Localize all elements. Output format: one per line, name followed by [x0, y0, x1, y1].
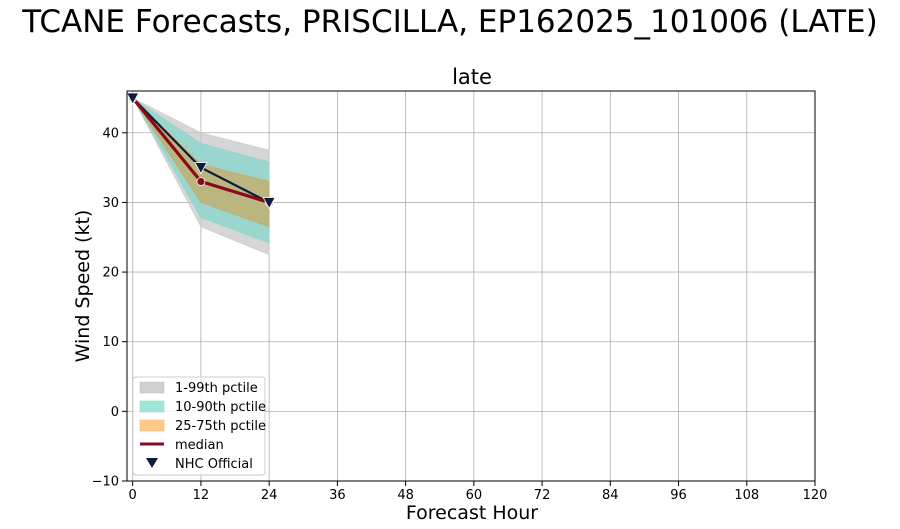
nhc-official-point	[262, 197, 276, 210]
x-tick-label: 36	[329, 488, 346, 503]
x-tick-label: 48	[397, 488, 414, 503]
x-axis-ticks: 0 12 24 36 48 60 72 84 96 108 120	[129, 481, 828, 503]
legend-label-1-99: 1-99th pctile	[175, 381, 258, 396]
x-tick-label: 0	[129, 488, 137, 503]
y-tick-label: 10	[102, 335, 119, 350]
legend-label-25-75: 25-75th pctile	[175, 419, 266, 434]
legend-label-median: median	[175, 438, 224, 453]
legend-label-nhc: NHC Official	[175, 457, 253, 472]
plot-frame	[126, 90, 816, 482]
y-tick-label: 20	[102, 266, 119, 281]
x-tick-label: 96	[670, 488, 687, 503]
y-axis-ticks: −10 0 10 20 30 40	[92, 126, 127, 490]
legend-swatch-1-99	[139, 381, 165, 394]
series-markers	[126, 92, 276, 210]
y-axis-label: Wind Speed (kt)	[72, 210, 94, 363]
x-tick-label: 72	[534, 488, 551, 503]
axes-title: late	[452, 65, 492, 89]
x-tick-label: 108	[734, 488, 759, 503]
nhc-official-point	[126, 92, 140, 105]
x-tick-label: 24	[261, 488, 278, 503]
x-tick-label: 120	[803, 488, 828, 503]
legend-swatch-10-90	[139, 400, 165, 413]
x-tick-label: 60	[466, 488, 483, 503]
y-tick-label: −10	[92, 475, 119, 490]
legend: 1-99th pctile 10-90th pctile 25-75th pct…	[132, 376, 266, 476]
x-tick-label: 84	[602, 488, 619, 503]
y-tick-label: 40	[102, 126, 119, 141]
legend-box	[132, 376, 266, 476]
legend-label-10-90: 10-90th pctile	[175, 400, 266, 415]
y-tick-label: 30	[102, 196, 119, 211]
x-axis-label: Forecast Hour	[406, 502, 538, 524]
legend-marker-nhc-icon	[146, 458, 158, 468]
figure-title: TCANE Forecasts, PRISCILLA, EP162025_101…	[21, 4, 877, 40]
legend-swatch-25-75	[139, 419, 165, 432]
y-tick-label: 0	[111, 405, 119, 420]
x-tick-label: 12	[193, 488, 210, 503]
median-point	[196, 177, 206, 186]
nhc-official-point	[194, 162, 208, 175]
